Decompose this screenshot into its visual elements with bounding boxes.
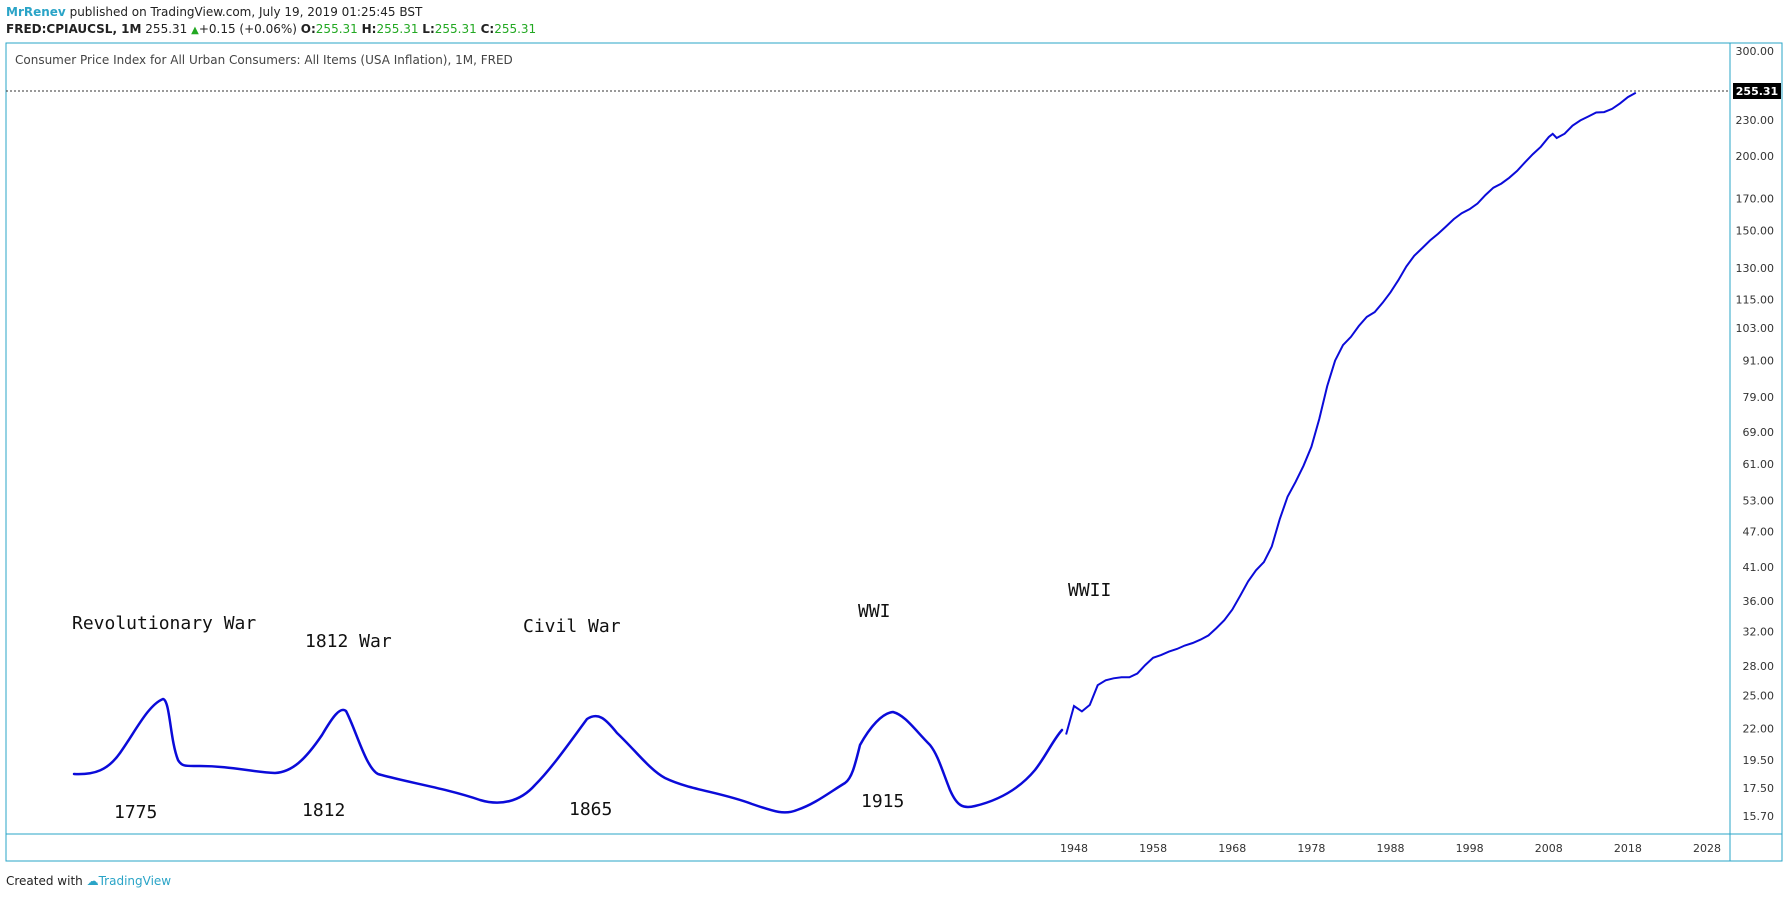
published-text: published on TradingView.com, July 19, 2… <box>69 5 423 19</box>
last-price-badge <box>1733 83 1781 99</box>
low-label: L: <box>422 22 435 36</box>
y-tick-label: 53.00 <box>1743 495 1775 508</box>
annotation-wwii: WWII <box>1068 580 1111 601</box>
open-label: O: <box>300 22 316 36</box>
created-with-text: Created with <box>6 874 83 888</box>
x-tick-label: 1978 <box>1297 842 1325 855</box>
annotation-civil-war: Civil War <box>523 616 621 637</box>
y-tick-label: 32.00 <box>1743 625 1775 638</box>
x-tick-label: 1998 <box>1456 842 1484 855</box>
publisher-name[interactable]: MrRenev <box>6 5 66 19</box>
footer: Created with ☁TradingView <box>6 874 171 888</box>
up-arrow-icon: ▲ <box>191 25 199 36</box>
y-tick-label: 150.00 <box>1736 225 1775 238</box>
high-value: 255.31 <box>376 22 419 36</box>
y-tick-label: 22.00 <box>1743 723 1775 736</box>
price-change: +0.15 (+0.06%) <box>198 22 297 36</box>
tradingview-link[interactable]: TradingView <box>98 874 172 888</box>
y-tick-label: 69.00 <box>1743 426 1775 439</box>
y-tick-label: 25.00 <box>1743 689 1775 702</box>
y-tick-label: 28.00 <box>1743 660 1775 673</box>
y-tick-label: 200.00 <box>1736 150 1775 163</box>
time-axis[interactable]: 1948 1958 1968 1978 1988 1998 2008 2018 2028 <box>1060 842 1721 855</box>
annotation-1812: 1812 <box>302 800 345 821</box>
annotation-wwi: WWI <box>858 601 891 622</box>
y-tick-label: 300.00 <box>1736 45 1775 58</box>
y-tick-label: 15.70 <box>1743 810 1775 823</box>
annotation-1775: 1775 <box>114 802 157 823</box>
last-price: 255.31 <box>145 22 188 36</box>
symbol-label: FRED:CPIAUCSL, 1M <box>6 22 142 36</box>
y-tick-label: 17.50 <box>1743 782 1775 795</box>
price-axis[interactable]: 300.00 230.00 200.00 170.00 150.00 130.00 115.… <box>1736 45 1775 823</box>
last-price-badge-text: 255.31 <box>1736 85 1778 98</box>
chart-frame <box>5 42 1783 862</box>
annotation-1865: 1865 <box>569 799 612 820</box>
y-tick-label: 170.00 <box>1736 192 1775 205</box>
y-tick-label: 115.00 <box>1736 294 1775 307</box>
x-tick-label: 1988 <box>1377 842 1405 855</box>
open-value: 255.31 <box>315 22 358 36</box>
tradingview-logo-icon: ☁ <box>86 874 99 888</box>
x-tick-label: 1948 <box>1060 842 1088 855</box>
y-tick-label: 91.00 <box>1743 354 1775 367</box>
x-tick-label: 1968 <box>1218 842 1246 855</box>
y-tick-label: 61.00 <box>1743 458 1775 471</box>
close-value: 255.31 <box>494 22 537 36</box>
annotation-1812-war: 1812 War <box>305 631 392 652</box>
symbol-header: FRED:CPIAUCSL, 1M 255.31 ▲+0.15 (+0.06%)… <box>6 22 536 36</box>
chart-title: Consumer Price Index for All Urban Consu… <box>15 53 513 67</box>
y-tick-label: 230.00 <box>1736 114 1775 127</box>
publish-header: MrRenev published on TradingView.com, Ju… <box>6 5 422 19</box>
historical-sketch-line <box>72 697 1064 814</box>
annotation-revolutionary-war: Revolutionary War <box>72 613 256 634</box>
close-label: C: <box>480 22 495 36</box>
y-tick-label: 130.00 <box>1736 262 1775 275</box>
high-label: H: <box>361 22 377 36</box>
y-tick-label: 36.00 <box>1743 595 1775 608</box>
cpi-series-line[interactable] <box>1065 91 1637 735</box>
x-tick-label: 1958 <box>1139 842 1167 855</box>
y-tick-label: 19.50 <box>1743 754 1775 767</box>
y-tick-label: 47.00 <box>1743 526 1775 539</box>
x-tick-label: 2018 <box>1614 842 1642 855</box>
x-tick-label: 2028 <box>1693 842 1721 855</box>
y-tick-label: 41.00 <box>1743 561 1775 574</box>
annotation-1915: 1915 <box>861 791 904 812</box>
y-tick-label: 103.00 <box>1736 322 1775 335</box>
low-value: 255.31 <box>434 22 477 36</box>
x-tick-label: 2008 <box>1535 842 1563 855</box>
y-tick-label: 79.00 <box>1743 391 1775 404</box>
